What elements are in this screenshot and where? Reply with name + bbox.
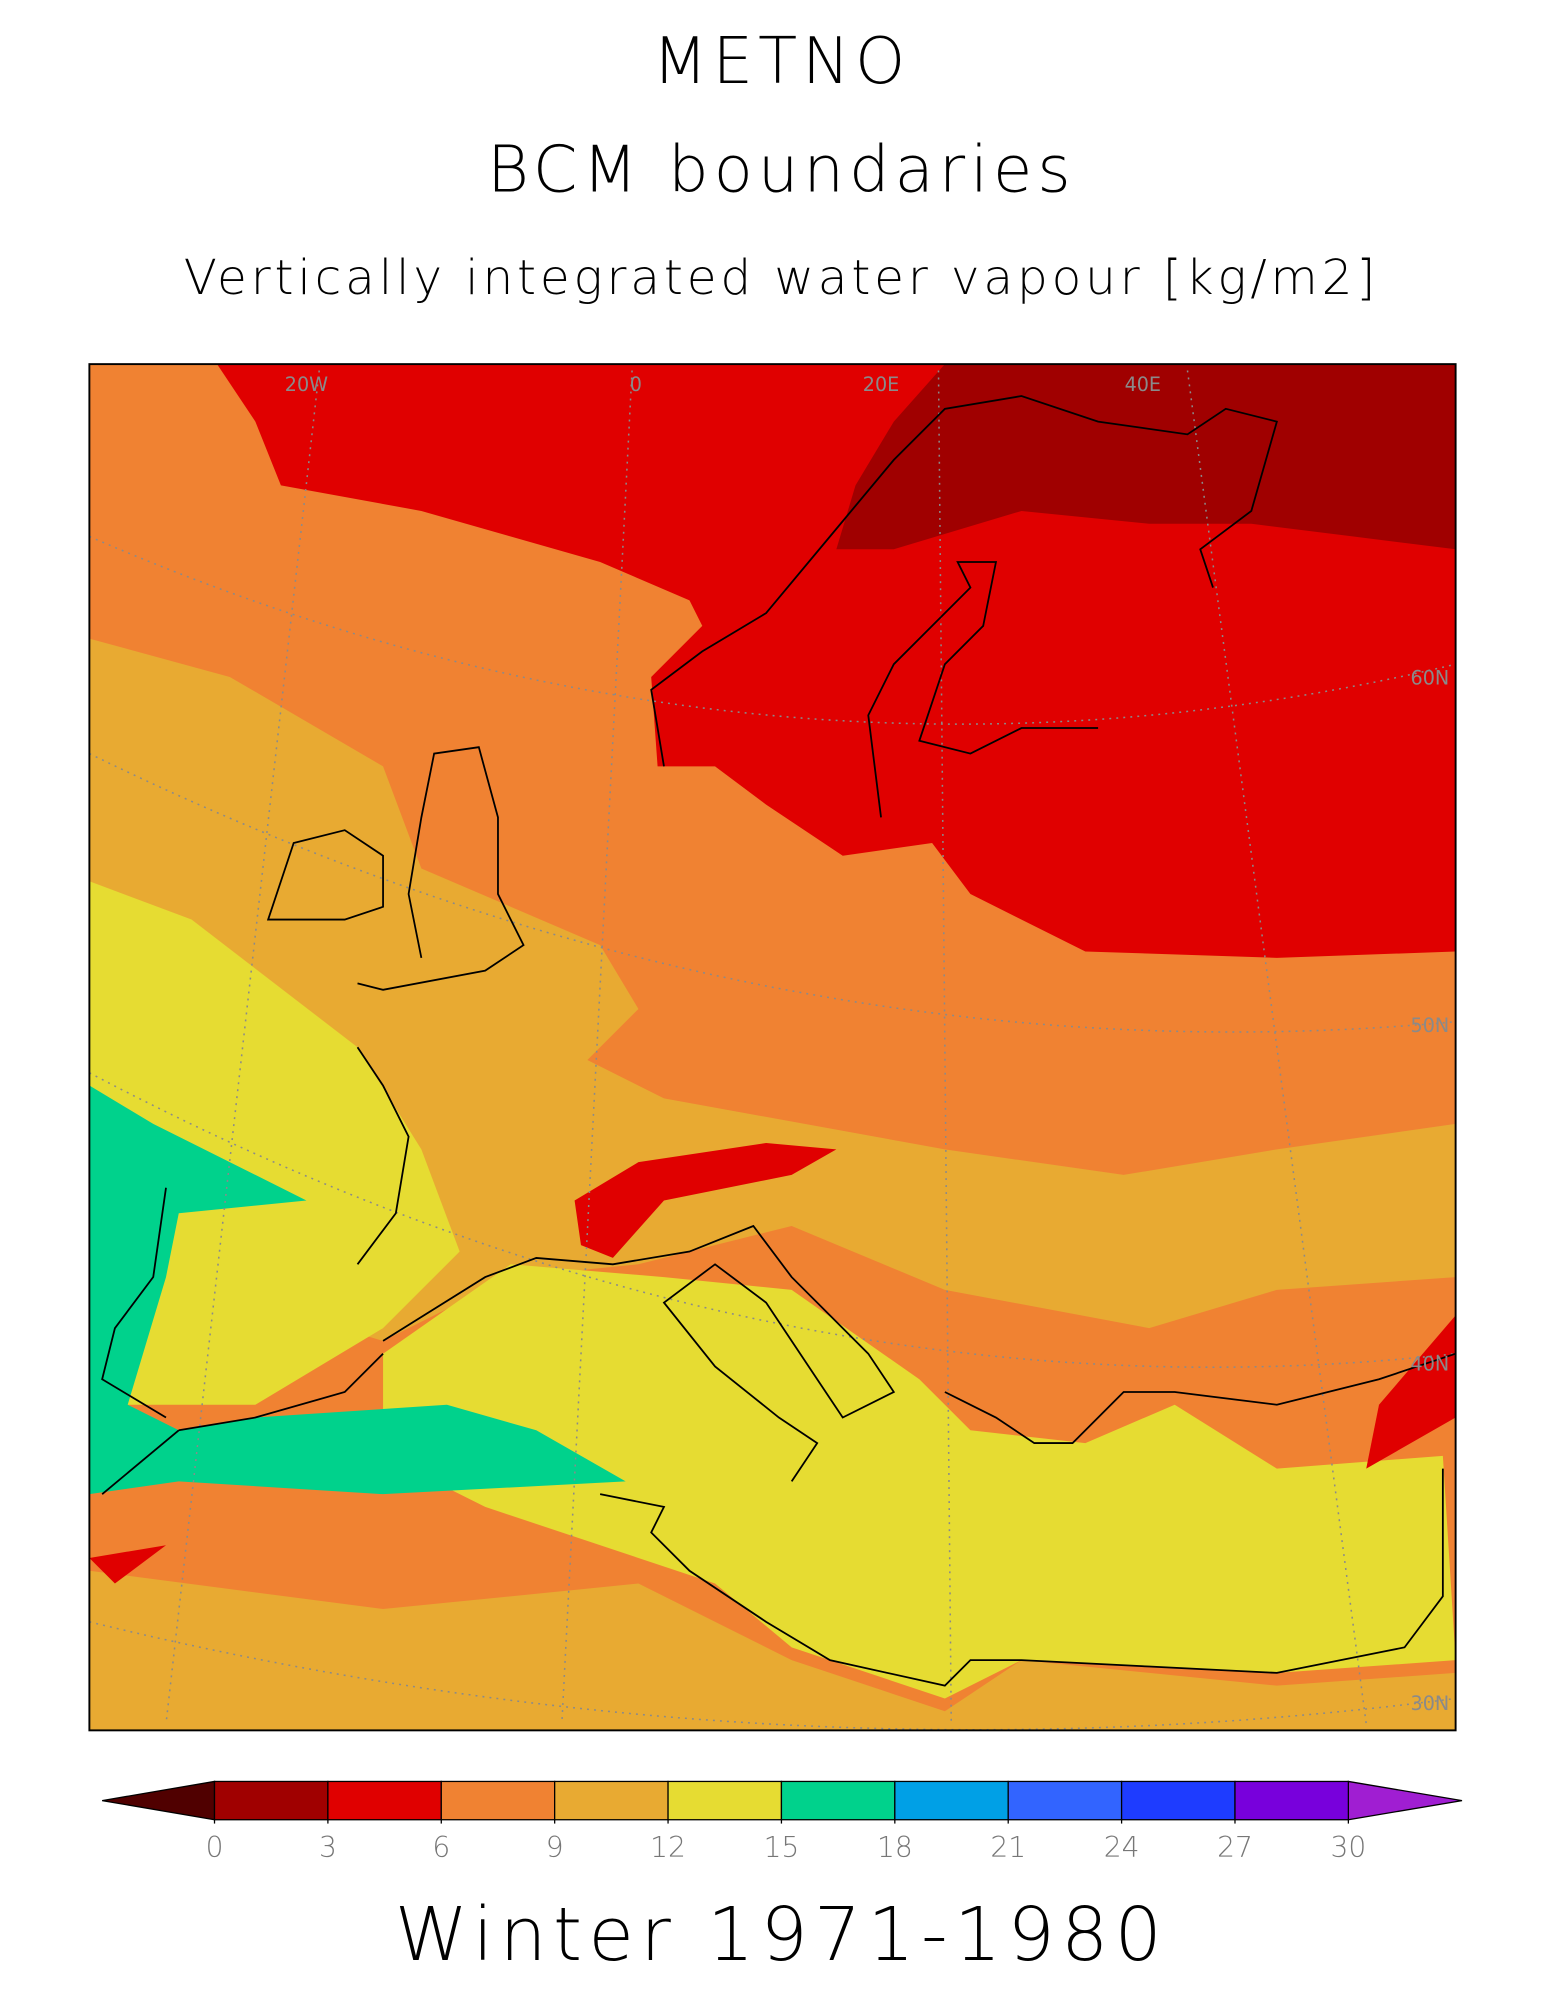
field-region <box>1366 1315 1456 1469</box>
colorbar-tick-label: 24 <box>1104 1831 1140 1864</box>
colorbar-under <box>102 1780 216 1821</box>
colorbar-tick-label: 15 <box>764 1831 800 1864</box>
field-region <box>89 1570 1456 1731</box>
subtitle: BCM boundaries <box>487 134 1076 208</box>
colorbar-over <box>1347 1780 1463 1821</box>
colorbar-segment <box>327 1780 442 1821</box>
colorbar-tick-label: 3 <box>319 1831 337 1864</box>
field-region <box>89 1085 626 1495</box>
title: METNO <box>652 25 910 99</box>
lon-label: 20W <box>285 373 328 396</box>
colorbar-segment <box>1120 1780 1236 1821</box>
colorbar-tick-label: 6 <box>432 1831 450 1864</box>
colorbar-tick-label: 18 <box>877 1831 913 1864</box>
field-region <box>89 638 1456 1341</box>
map-frame <box>88 363 1457 1732</box>
coastline <box>101 395 1456 1687</box>
field-region <box>89 881 460 1405</box>
field <box>89 364 1456 1731</box>
field-region <box>836 364 1456 550</box>
colorbar-segment <box>554 1780 669 1821</box>
graticule <box>89 370 1456 1731</box>
colorbar-tick-label: 27 <box>1217 1831 1253 1864</box>
lon-label: 40E <box>1125 373 1161 396</box>
colorbar-tick-label: 0 <box>206 1831 224 1864</box>
colorbar-segment <box>440 1780 556 1821</box>
lat-label: 60N <box>1411 667 1450 690</box>
lon-label: 20E <box>863 373 899 396</box>
field-region <box>383 1264 1456 1699</box>
colorbar-segment <box>667 1780 783 1821</box>
field-region <box>574 1143 837 1258</box>
lat-label: 30N <box>1411 1692 1450 1715</box>
colorbar-segment <box>1007 1780 1123 1821</box>
lat-label: 50N <box>1411 1014 1450 1037</box>
map: 20W 0 20E 40E 60N 50N 40N 30N <box>88 363 1457 1732</box>
colorbar-segment <box>213 1780 329 1821</box>
footer: Winter 1971-1980 <box>395 1892 1168 1978</box>
lat-label: 40N <box>1411 1352 1450 1375</box>
colorbar-segment <box>894 1780 1009 1821</box>
lon-label: 0 <box>630 373 642 396</box>
colorbar-tick-label: 21 <box>990 1831 1026 1864</box>
colorbar-tick-label: 12 <box>650 1831 686 1864</box>
colorbar-segment <box>780 1780 896 1821</box>
colorbar: 0 3 6 9 12 15 18 21 24 27 30 <box>102 1780 1463 1864</box>
colorbar-tick-label: 30 <box>1330 1831 1366 1864</box>
field-region <box>89 1545 166 1584</box>
colorbar-tick-label: 9 <box>546 1831 564 1864</box>
colorbar-segment <box>1234 1780 1350 1821</box>
variable-title: Vertically integrated water vapour [kg/m… <box>184 250 1379 306</box>
